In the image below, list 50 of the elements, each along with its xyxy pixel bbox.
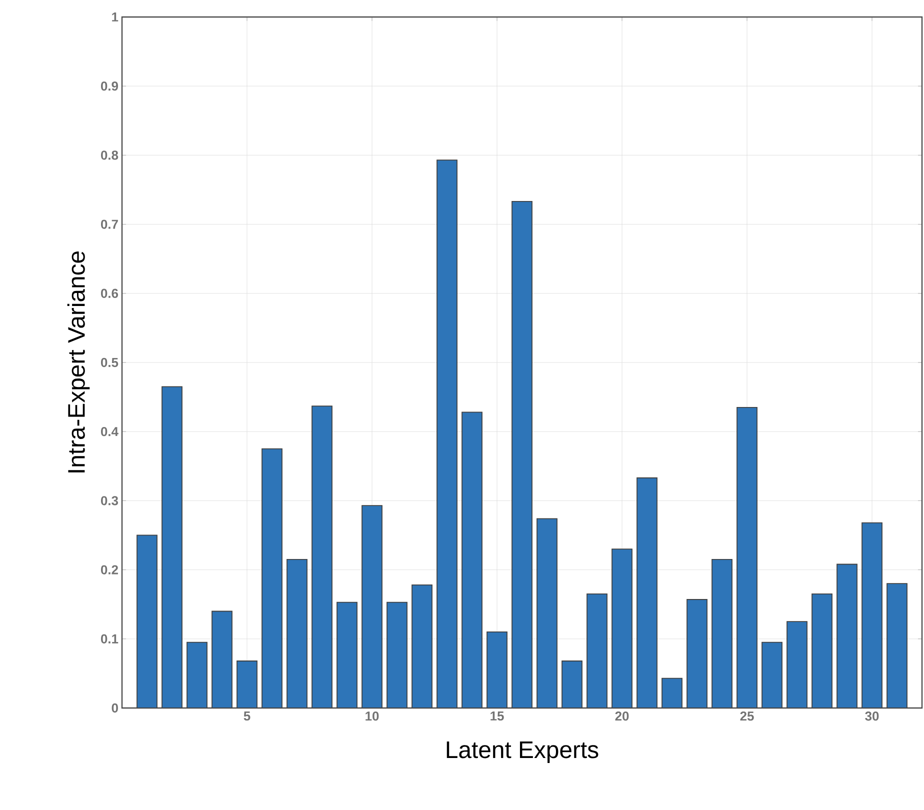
- bar: [412, 584, 432, 708]
- y-tick-label: 0.4: [101, 426, 118, 436]
- bar: [187, 642, 208, 708]
- bar: [437, 160, 458, 708]
- bar: [662, 678, 682, 708]
- y-tick-label: 0.8: [101, 150, 118, 160]
- bar: [262, 448, 282, 708]
- bar: [387, 602, 408, 708]
- x-tick-label: 10: [366, 712, 379, 721]
- bar: [462, 412, 482, 708]
- x-tick-label: 30: [865, 712, 879, 721]
- bar: [787, 622, 808, 708]
- bar: [612, 549, 632, 708]
- bar: [886, 583, 908, 708]
- y-tick-label: 0: [112, 703, 118, 713]
- bar: [712, 559, 732, 708]
- bar: [687, 599, 708, 708]
- bar: [212, 611, 232, 708]
- bar: [137, 535, 158, 708]
- bar: [812, 594, 832, 708]
- bar: [537, 518, 558, 708]
- bar: [362, 506, 382, 708]
- bar: [487, 632, 508, 708]
- x-tick-label: 25: [740, 712, 754, 721]
- x-axis-title: Latent Experts: [446, 742, 598, 763]
- bar: [587, 594, 608, 708]
- y-tick-label: 0.6: [101, 288, 118, 298]
- bar: [162, 386, 182, 708]
- bar: [837, 564, 858, 708]
- y-tick-label: 0.7: [101, 220, 118, 229]
- bar: [762, 642, 782, 708]
- y-tick-label: 0.9: [101, 81, 118, 91]
- bar: [512, 201, 532, 708]
- y-tick-label: 0.2: [101, 565, 118, 574]
- bar: [237, 660, 258, 708]
- bar: [337, 602, 358, 708]
- y-tick-label: 1: [112, 12, 118, 22]
- y-tick-label: 0.1: [101, 634, 118, 644]
- y-tick-label: 0.5: [101, 358, 118, 368]
- bar: [637, 478, 658, 708]
- y-axis-title: Intra-Expert Variance: [67, 251, 90, 472]
- x-tick-label: 20: [615, 712, 629, 721]
- bar: [312, 406, 332, 708]
- x-tick-label: 15: [490, 712, 504, 721]
- x-tick-label: 5: [244, 712, 250, 721]
- bar: [737, 407, 758, 708]
- bar: [287, 559, 308, 708]
- y-tick-label: 0.3: [101, 496, 118, 506]
- bar: [862, 522, 882, 708]
- bar: [562, 660, 582, 708]
